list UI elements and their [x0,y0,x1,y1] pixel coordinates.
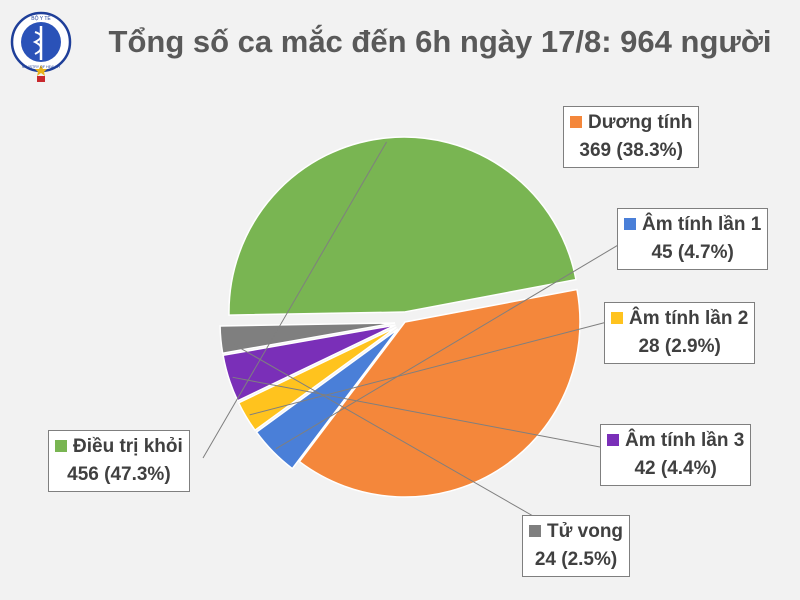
callout-dieu-tri-khoi: Điều trị khỏi 456 (47.3%) [48,430,190,492]
slice-label: 28 (2.9%) [638,336,721,357]
slice-name: Âm tính lần 3 [625,430,745,451]
leader-line-1 [275,231,641,450]
ministry-of-health-logo: BỘ Y TẾ MINISTRY OF HEALTH [10,11,72,82]
leader-line-3 [232,376,601,448]
slice-label: 42 (4.4%) [634,458,717,479]
slice-label: 24 (2.5%) [534,549,618,570]
slice-name: Âm tính lần 1 [642,214,762,235]
logo-top-text: BỘ Y TẾ [31,15,51,22]
chart-title: Tổng số ca mắc đến 6h ngày 17/8: 964 ngư… [108,24,772,59]
leader-line-5 [202,141,387,459]
legend-swatch [529,525,541,537]
callout-am-tinh-lan-1: Âm tính lần 1 45 (4.7%) [617,208,769,270]
legend-swatch [55,440,67,452]
slice-label: 369 (38.3%) [579,140,683,161]
callout-duong-tinh: Dương tính 369 (38.3%) [563,106,700,168]
slice-label: 456 (47.3%) [67,464,171,485]
legend-swatch [611,312,623,324]
slice-name: Tử vong [547,521,624,542]
legend-swatch [607,434,619,446]
slice-name: Âm tính lần 2 [629,308,749,329]
callout-am-tinh-lan-2: Âm tính lần 2 28 (2.9%) [604,302,756,364]
slice-label: 45 (4.7%) [651,242,734,263]
slice-name: Điều trị khỏi [73,436,183,457]
pie-slice-2 [237,326,397,432]
leader-line-4 [224,338,541,521]
slice-name: Dương tính [588,112,693,133]
legend-swatch [570,116,582,128]
leader-line-2 [249,321,608,416]
logo-bottom-text: MINISTRY OF HEALTH [22,65,60,69]
legend-swatch [624,218,636,230]
pie-slice-1 [255,328,399,470]
pie-slice-0 [298,288,581,498]
pie-slice-4 [219,322,396,355]
callout-am-tinh-lan-3: Âm tính lần 3 42 (4.4%) [600,424,752,486]
callout-tu-vong: Tử vong 24 (2.5%) [522,515,631,577]
pie-slice-3 [222,324,396,402]
pie-slice-5 [228,136,577,316]
